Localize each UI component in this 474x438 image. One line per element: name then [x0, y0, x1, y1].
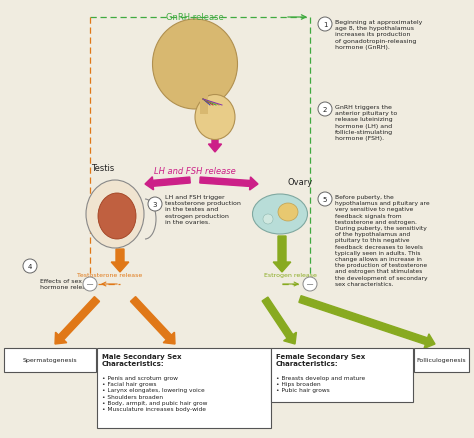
Text: 2: 2	[323, 107, 327, 113]
Text: • Penis and scrotum grow
• Facial hair grows
• Larynx elongates, lowering voice
: • Penis and scrotum grow • Facial hair g…	[102, 375, 207, 411]
Text: Beginning at approximately
age 8, the hypothalamus
increases its production
of g: Beginning at approximately age 8, the hy…	[335, 20, 422, 49]
FancyBboxPatch shape	[97, 348, 271, 428]
Circle shape	[83, 277, 97, 291]
Text: Before puberty, the
hypothalamus and pituitary are
very sensitive to negative
fe: Before puberty, the hypothalamus and pit…	[335, 194, 429, 286]
Text: Ovary: Ovary	[287, 177, 313, 187]
Text: 5: 5	[323, 197, 327, 202]
Circle shape	[318, 103, 332, 117]
FancyArrow shape	[111, 249, 129, 272]
Text: −: −	[86, 279, 94, 290]
FancyArrow shape	[200, 177, 258, 191]
Ellipse shape	[98, 194, 136, 240]
Ellipse shape	[195, 95, 235, 140]
FancyArrow shape	[130, 297, 175, 344]
Text: GnRH triggers the
anterior pituitary to
release luteinizing
hormone (LH) and
fol: GnRH triggers the anterior pituitary to …	[335, 105, 397, 141]
Text: Testosterone release: Testosterone release	[77, 272, 143, 277]
Ellipse shape	[253, 194, 308, 234]
FancyBboxPatch shape	[4, 348, 96, 372]
Circle shape	[23, 259, 37, 273]
Circle shape	[148, 198, 162, 212]
Text: GnRH release: GnRH release	[166, 13, 224, 22]
Text: 1: 1	[323, 22, 327, 28]
Text: Folliculogenesis: Folliculogenesis	[416, 358, 466, 363]
Text: Female Secondary Sex
Characteristics:: Female Secondary Sex Characteristics:	[276, 353, 365, 367]
Circle shape	[318, 193, 332, 207]
Text: Male Secondary Sex
Characteristics:: Male Secondary Sex Characteristics:	[102, 353, 182, 367]
Text: Testis: Testis	[91, 164, 115, 173]
FancyArrow shape	[299, 296, 435, 349]
FancyArrow shape	[55, 297, 100, 344]
Ellipse shape	[263, 215, 273, 225]
Text: 3: 3	[153, 201, 157, 208]
FancyArrow shape	[145, 177, 190, 191]
FancyBboxPatch shape	[200, 95, 208, 115]
Text: Spermatogenesis: Spermatogenesis	[23, 358, 77, 363]
Circle shape	[318, 18, 332, 32]
Ellipse shape	[278, 204, 298, 222]
Text: LH and FSH release: LH and FSH release	[154, 166, 236, 176]
Text: −: −	[306, 279, 314, 290]
Text: 4: 4	[28, 263, 32, 269]
FancyBboxPatch shape	[414, 348, 469, 372]
FancyArrow shape	[209, 140, 222, 153]
Text: Effects of sex
hormone release:: Effects of sex hormone release:	[40, 279, 95, 289]
FancyArrow shape	[273, 237, 291, 272]
Ellipse shape	[153, 20, 237, 110]
Ellipse shape	[86, 180, 144, 248]
FancyArrow shape	[262, 297, 296, 344]
Text: • Breasts develop and mature
• Hips broaden
• Pubic hair grows: • Breasts develop and mature • Hips broa…	[276, 375, 365, 392]
Text: LH and FSH trigger
testosterone production
in the testes and
estrogen production: LH and FSH trigger testosterone producti…	[165, 194, 241, 224]
Circle shape	[303, 277, 317, 291]
FancyBboxPatch shape	[271, 348, 413, 402]
Text: Estrogen release: Estrogen release	[264, 272, 317, 277]
